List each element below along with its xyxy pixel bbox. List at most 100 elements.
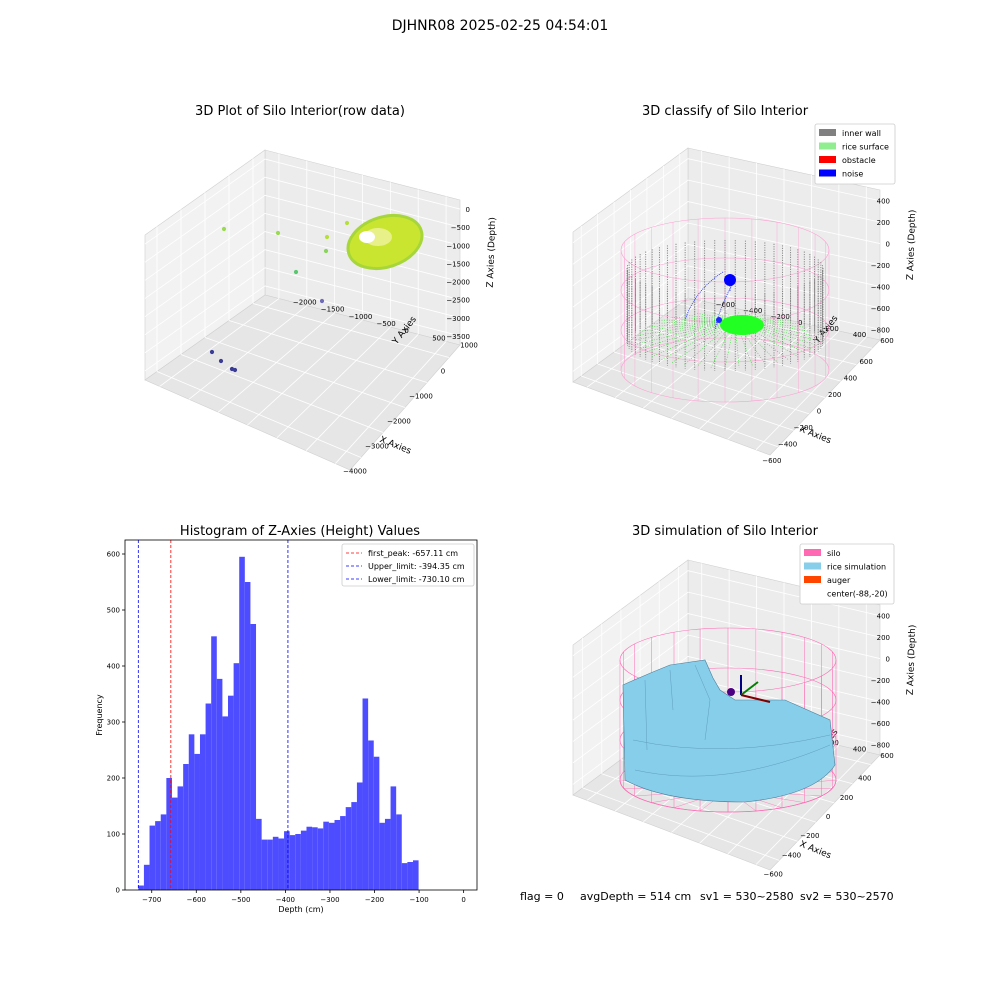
legend-label: inner wall (842, 129, 881, 138)
histogram-bar (334, 820, 341, 890)
legend-swatch (819, 156, 836, 163)
rice-surface-ray (684, 314, 736, 321)
x-tick-label: −500 (231, 896, 250, 904)
histogram-bar (351, 802, 357, 890)
histogram-bar (278, 838, 285, 890)
y-tick-label: 0 (404, 327, 408, 335)
histogram-bar (412, 860, 419, 890)
point-cloud-gap (359, 231, 375, 243)
grid-line (727, 330, 840, 440)
grid-line (586, 300, 702, 388)
data-point (218, 358, 224, 364)
grid-line (276, 326, 391, 439)
z-tick-label: −400 (871, 283, 890, 291)
histogram-bar (216, 678, 223, 890)
histogram-bar (272, 836, 279, 890)
data-point (209, 349, 215, 355)
grid-line (572, 655, 881, 742)
z-axis-label: Z Axies (Depth) (906, 625, 918, 696)
grid-line (755, 751, 867, 865)
x-tick-label: −4000 (343, 468, 367, 476)
z-tick-label: −1000 (446, 242, 470, 250)
z-tick-label: 400 (877, 198, 890, 206)
grid-line (572, 222, 881, 308)
sv1-text: sv1 = 530~2580 (700, 890, 794, 903)
histogram-bar (160, 814, 167, 890)
histogram-bar (267, 839, 273, 890)
y-tick-label: −2000 (293, 299, 317, 307)
rice-simulation-surface (622, 659, 836, 803)
histogram-bar (373, 756, 380, 890)
histogram-bar (379, 822, 385, 890)
histogram-bar (317, 828, 324, 890)
histogram-bar (149, 825, 156, 890)
center-marker (727, 688, 735, 696)
rice-surface-ray (636, 319, 736, 336)
histogram-bar (143, 864, 150, 890)
x-axis-label: X Axies (798, 425, 833, 447)
z-tick-label: −400 (871, 698, 890, 706)
rice-surface-ray (710, 312, 736, 321)
data-point (221, 226, 227, 232)
grid-line (247, 319, 363, 426)
histogram-bar (155, 821, 161, 890)
z-tick-label: −500 (451, 224, 470, 232)
y-tick-label: 200 (825, 325, 838, 333)
x-tick-label: −2000 (387, 418, 411, 426)
grid-line (572, 634, 881, 721)
legend-swatch (819, 129, 836, 136)
x-tick-label: −1000 (409, 393, 433, 401)
histogram-bar (194, 753, 200, 890)
x-tick-label: −200 (800, 832, 819, 840)
z-axis-label: Z Axies (Depth) (906, 210, 918, 281)
figure-title: DJHNR08 2025-02-25 04:54:01 (391, 18, 609, 34)
y-tick-label: 500 (432, 334, 445, 342)
grid-line (671, 318, 785, 419)
x-tick-label: −600 (762, 457, 781, 465)
histogram-chart: −700 −600 −500 −400 −300 −200 −100 0 0 100 200 300 4… (95, 539, 478, 914)
legend-swatch (819, 142, 836, 150)
z-tick-label: −2000 (446, 279, 470, 287)
legend-box (799, 543, 895, 605)
rice-surface-ray (734, 317, 778, 321)
y-tick-label: 0 (798, 319, 802, 327)
histogram-bar (250, 624, 257, 890)
histogram-bar (295, 834, 301, 890)
rice-surface-ray (734, 319, 806, 328)
legend-label: rice simulation (827, 563, 886, 572)
plot-frame (124, 539, 478, 891)
histogram-bar (384, 818, 391, 890)
histogram-bar (401, 863, 408, 890)
histogram-bar (138, 885, 144, 890)
y-tick-label: −400 (743, 307, 762, 315)
x-tick-label: 0 (826, 813, 830, 821)
grid-line (144, 249, 461, 336)
legend-label: rice surface (842, 143, 889, 152)
z-tick-label: 0 (466, 206, 470, 214)
z-tick-label: −2500 (446, 297, 470, 305)
histogram-bar (340, 816, 346, 890)
rice-mesh-line (632, 734, 831, 777)
grid-line (572, 286, 881, 372)
histogram-bar (356, 782, 363, 890)
x-tick-label: −600 (764, 870, 783, 878)
rice-surface-ray (636, 319, 736, 345)
rice-surface-ray (724, 311, 736, 321)
rice-surface-ray (734, 319, 798, 357)
x-tick-label: −3000 (365, 443, 389, 451)
rice-surface-ray (734, 319, 789, 361)
x-tick-label: −200 (365, 896, 384, 904)
data-point (232, 367, 238, 373)
grid-line (144, 285, 461, 372)
x-axis-label: X Axies (798, 840, 833, 862)
histogram-bar (166, 778, 172, 890)
histogram-bar (284, 831, 290, 890)
histogram-bar (300, 830, 307, 890)
histogram-bar (239, 556, 245, 890)
y-tick-label: 600 (880, 752, 893, 760)
data-point (323, 248, 329, 254)
histogram-bar (261, 839, 268, 890)
histogram-bar (312, 827, 318, 890)
noise-cluster (716, 317, 722, 323)
x-tick-label: 200 (840, 794, 853, 802)
